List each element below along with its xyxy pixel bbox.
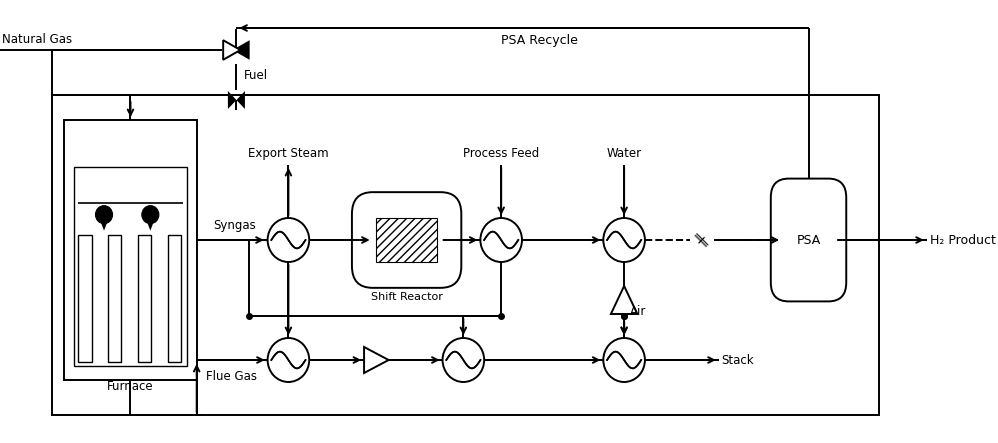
Text: H₂ Product: H₂ Product xyxy=(929,233,995,246)
Text: PSA Recycle: PSA Recycle xyxy=(501,34,578,47)
Text: PSA: PSA xyxy=(796,233,820,246)
Text: ╫: ╫ xyxy=(693,231,711,249)
Circle shape xyxy=(604,338,645,382)
FancyBboxPatch shape xyxy=(770,179,846,301)
Bar xyxy=(168,235,181,362)
Circle shape xyxy=(604,218,645,262)
Bar xyxy=(64,120,197,380)
Text: Furnace: Furnace xyxy=(107,380,154,393)
Polygon shape xyxy=(364,347,388,373)
Bar xyxy=(138,235,151,362)
Circle shape xyxy=(142,206,159,224)
Bar xyxy=(74,167,188,366)
Text: Stack: Stack xyxy=(722,354,754,366)
Polygon shape xyxy=(228,91,245,109)
FancyBboxPatch shape xyxy=(352,192,461,288)
Circle shape xyxy=(267,218,309,262)
Text: Shift Reactor: Shift Reactor xyxy=(370,292,442,302)
Text: Fuel: Fuel xyxy=(244,69,268,82)
Polygon shape xyxy=(147,221,154,231)
Polygon shape xyxy=(100,221,108,231)
Circle shape xyxy=(442,338,484,382)
Polygon shape xyxy=(224,40,241,60)
Text: Export Steam: Export Steam xyxy=(249,147,328,160)
Polygon shape xyxy=(611,286,638,314)
Text: Process Feed: Process Feed xyxy=(463,147,539,160)
Bar xyxy=(52,95,879,415)
Bar xyxy=(108,235,122,362)
Text: Natural Gas: Natural Gas xyxy=(2,33,72,46)
Text: Syngas: Syngas xyxy=(214,219,256,232)
Polygon shape xyxy=(233,40,250,60)
Text: Water: Water xyxy=(607,147,642,160)
Bar xyxy=(376,218,437,262)
Circle shape xyxy=(96,206,113,224)
Circle shape xyxy=(480,218,522,262)
Circle shape xyxy=(267,338,309,382)
Bar xyxy=(79,235,92,362)
Text: Flue Gas: Flue Gas xyxy=(207,370,257,383)
Text: Air: Air xyxy=(630,305,646,318)
